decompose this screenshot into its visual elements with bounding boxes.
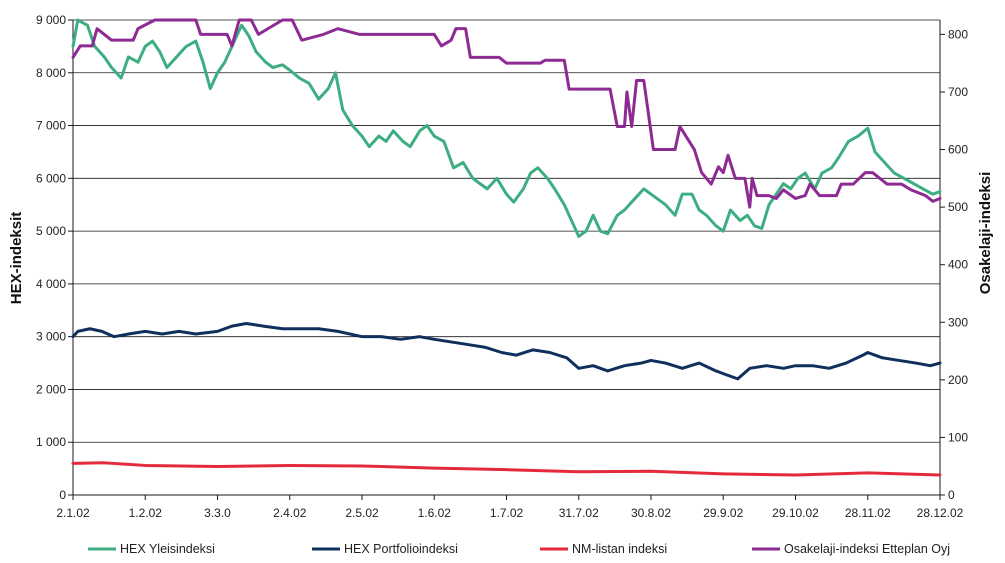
series-line-0 xyxy=(71,18,942,238)
left-tick-label: 3 000 xyxy=(36,330,66,344)
series-lines xyxy=(71,18,942,477)
x-tick-label: 28.11.02 xyxy=(845,506,891,520)
series-line-3 xyxy=(71,18,942,209)
left-tick-label: 0 xyxy=(59,488,66,502)
left-axis-ticks: 0 1 000 2 000 3 000 4 000 5 000 6 000 7 000 8 00… xyxy=(36,13,73,502)
right-tick-label: 800 xyxy=(948,27,968,41)
series-line-1 xyxy=(71,321,942,381)
x-tick-label: 29.10.02 xyxy=(772,506,819,520)
left-tick-label: 1 000 xyxy=(36,435,66,449)
right-tick-label: 700 xyxy=(948,85,968,99)
x-tick-label: 28.12.02 xyxy=(917,506,964,520)
left-tick-label: 2 000 xyxy=(36,382,66,396)
right-tick-label: 100 xyxy=(948,430,968,444)
x-tick-label: 29.9.02 xyxy=(703,506,743,520)
x-tick-label: 2.5.02 xyxy=(345,506,379,520)
x-tick-label: 3.3.0 xyxy=(204,506,231,520)
legend-label: HEX Yleisindeksi xyxy=(120,542,215,556)
left-tick-label: 7 000 xyxy=(36,119,66,133)
x-axis-ticks: 2.1.02 1.2.02 3.3.0 2.4.02 2.5.02 1.6.02 1.7.0… xyxy=(56,495,964,520)
x-tick-label: 1.7.02 xyxy=(490,506,524,520)
x-tick-label: 30.8.02 xyxy=(631,506,671,520)
x-tick-label: 2.1.02 xyxy=(56,506,90,520)
x-tick-label: 1.6.02 xyxy=(418,506,452,520)
legend: HEX Yleisindeksi HEX Portfolioindeksi NM-l… xyxy=(88,542,950,556)
left-tick-label: 5 000 xyxy=(36,224,66,238)
x-tick-label: 1.2.02 xyxy=(129,506,163,520)
right-tick-label: 400 xyxy=(948,258,968,272)
right-tick-label: 200 xyxy=(948,373,968,387)
plot-frame xyxy=(72,20,941,496)
right-axis-title: Osakelaji-indeksi xyxy=(977,172,994,295)
right-tick-label: 600 xyxy=(948,143,968,157)
right-tick-label: 0 xyxy=(948,488,955,502)
legend-label: HEX Portfolioindeksi xyxy=(344,542,458,556)
left-tick-label: 8 000 xyxy=(36,66,66,80)
left-axis-title: HEX-indeksit xyxy=(8,212,25,305)
right-tick-label: 300 xyxy=(948,315,968,329)
x-tick-label: 2.4.02 xyxy=(273,506,307,520)
series-line-2 xyxy=(71,461,942,477)
left-tick-label: 9 000 xyxy=(36,13,66,27)
grid-lines xyxy=(73,19,940,443)
left-tick-label: 4 000 xyxy=(36,277,66,291)
right-axis-ticks: 0 100 200 300 400 500 600 700 800 xyxy=(940,27,968,502)
right-tick-label: 500 xyxy=(948,200,968,214)
legend-label: Osakelaji-indeksi Etteplan Oyj xyxy=(784,542,950,556)
left-tick-label: 6 000 xyxy=(36,171,66,185)
legend-label: NM-listan indeksi xyxy=(572,542,667,556)
x-tick-label: 31.7.02 xyxy=(559,506,599,520)
